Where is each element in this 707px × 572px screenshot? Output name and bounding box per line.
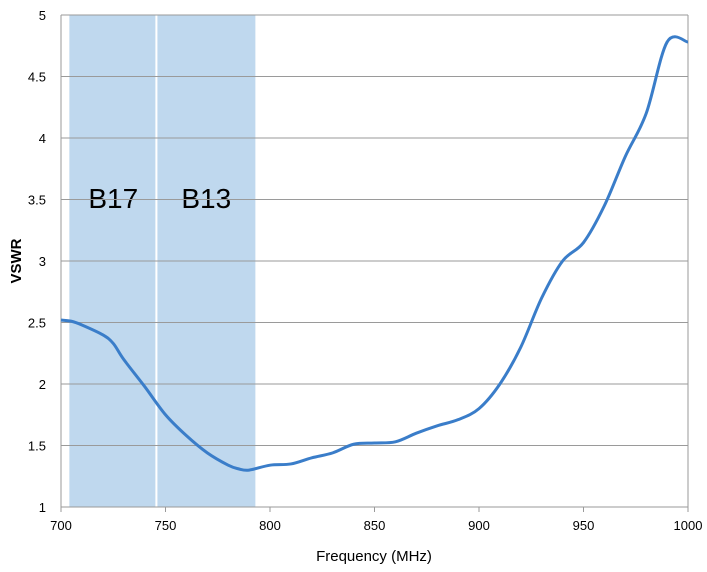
x-tick-label: 850: [364, 518, 386, 533]
data-series: [60, 35, 689, 472]
y-tick-label: 4: [39, 131, 46, 146]
y-tick-label: 3: [39, 254, 46, 269]
x-axis-title: Frequency (MHz): [316, 548, 432, 565]
x-tick-labels: 700 750 800 850 900 950 1000: [50, 507, 702, 533]
y-tick-labels: 1 1.5 2 2.5 3 3.5 4 4.5 5: [28, 8, 46, 515]
x-tick-label: 950: [573, 518, 595, 533]
x-tick-label: 900: [468, 518, 490, 533]
x-tick-label: 700: [50, 518, 72, 533]
band-label-b17: B17: [88, 183, 138, 214]
y-tick-label: 2.5: [28, 316, 46, 331]
y-tick-label: 4.5: [28, 70, 46, 85]
vswr-series-line: [60, 35, 689, 472]
x-tick-label: 800: [259, 518, 281, 533]
x-tick-label: 1000: [674, 518, 703, 533]
y-tick-label: 1.5: [28, 439, 46, 454]
y-tick-label: 3.5: [28, 193, 46, 208]
y-tick-label: 5: [39, 8, 46, 23]
band-label-b13: B13: [181, 183, 231, 214]
y-tick-label: 1: [39, 500, 46, 515]
x-tick-label: 750: [155, 518, 177, 533]
y-axis-title: VSWR: [8, 238, 25, 283]
y-tick-label: 2: [39, 377, 46, 392]
